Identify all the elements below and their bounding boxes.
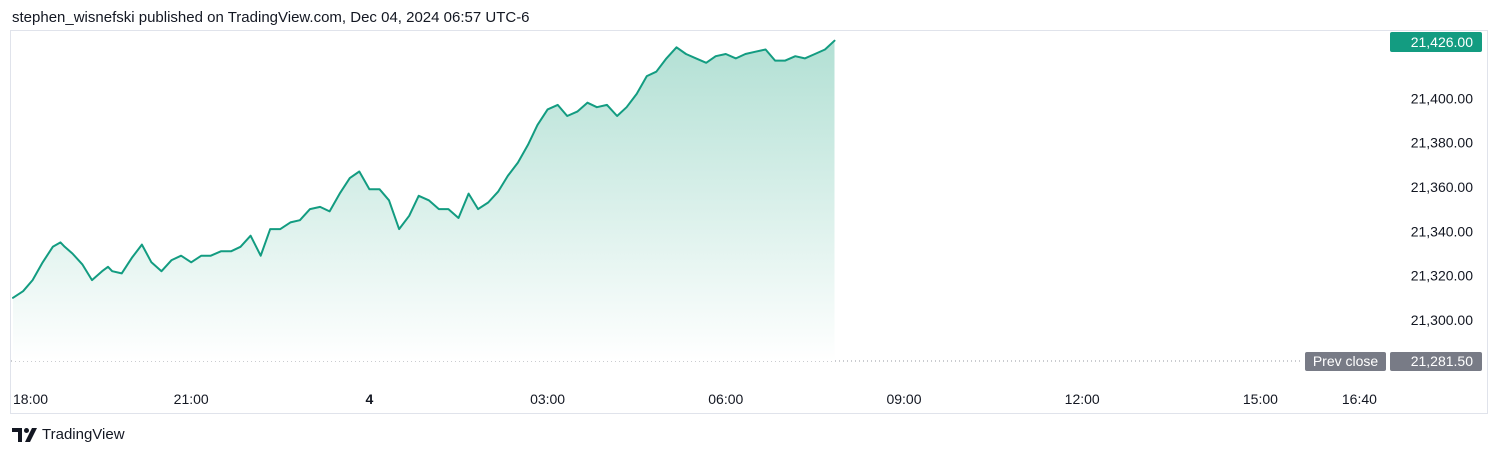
footer: TradingView bbox=[12, 426, 125, 443]
publish-header: stephen_wisnefski published on TradingVi… bbox=[12, 9, 530, 26]
y-tick-label: 21,400.00 bbox=[1411, 90, 1473, 106]
y-tick-label: 21,360.00 bbox=[1411, 179, 1473, 195]
last-price-label: 21,426.00 bbox=[1411, 34, 1473, 50]
x-tick-label: 12:00 bbox=[1065, 391, 1100, 407]
prev-close-value-label: 21,281.50 bbox=[1411, 353, 1473, 369]
y-tick-label: 21,320.00 bbox=[1411, 268, 1473, 284]
x-tick-label: 15:00 bbox=[1243, 391, 1278, 407]
prev-close-badge bbox=[1305, 352, 1386, 371]
prev-close-value-badge bbox=[1390, 352, 1482, 371]
y-tick-label: 21,380.00 bbox=[1411, 135, 1473, 151]
last-price-badge bbox=[1390, 32, 1482, 52]
x-tick-label: 16:40 bbox=[1342, 391, 1377, 407]
price-line bbox=[12, 39, 836, 299]
brand-name: TradingView bbox=[42, 426, 125, 443]
y-tick-label: 21,300.00 bbox=[1411, 312, 1473, 328]
price-area-fill bbox=[13, 40, 835, 361]
x-tick-label: 06:00 bbox=[708, 391, 743, 407]
x-tick-label: 03:00 bbox=[530, 391, 565, 407]
chart-panel[interactable]: 21,300.00 21,320.00 21,340.00 21,360.00 21,3… bbox=[10, 30, 1488, 414]
x-tick-label: 4 bbox=[366, 391, 374, 407]
x-tick-label: 09:00 bbox=[886, 391, 921, 407]
tradingview-logo-icon bbox=[12, 427, 37, 442]
x-tick-label: 21:00 bbox=[174, 391, 209, 407]
x-tick-label: 18:00 bbox=[13, 391, 48, 407]
price-chart[interactable]: 21,300.00 21,320.00 21,340.00 21,360.00 21,3… bbox=[11, 31, 1487, 413]
prev-close-label: Prev close bbox=[1313, 353, 1379, 369]
y-tick-label: 21,340.00 bbox=[1411, 223, 1473, 239]
